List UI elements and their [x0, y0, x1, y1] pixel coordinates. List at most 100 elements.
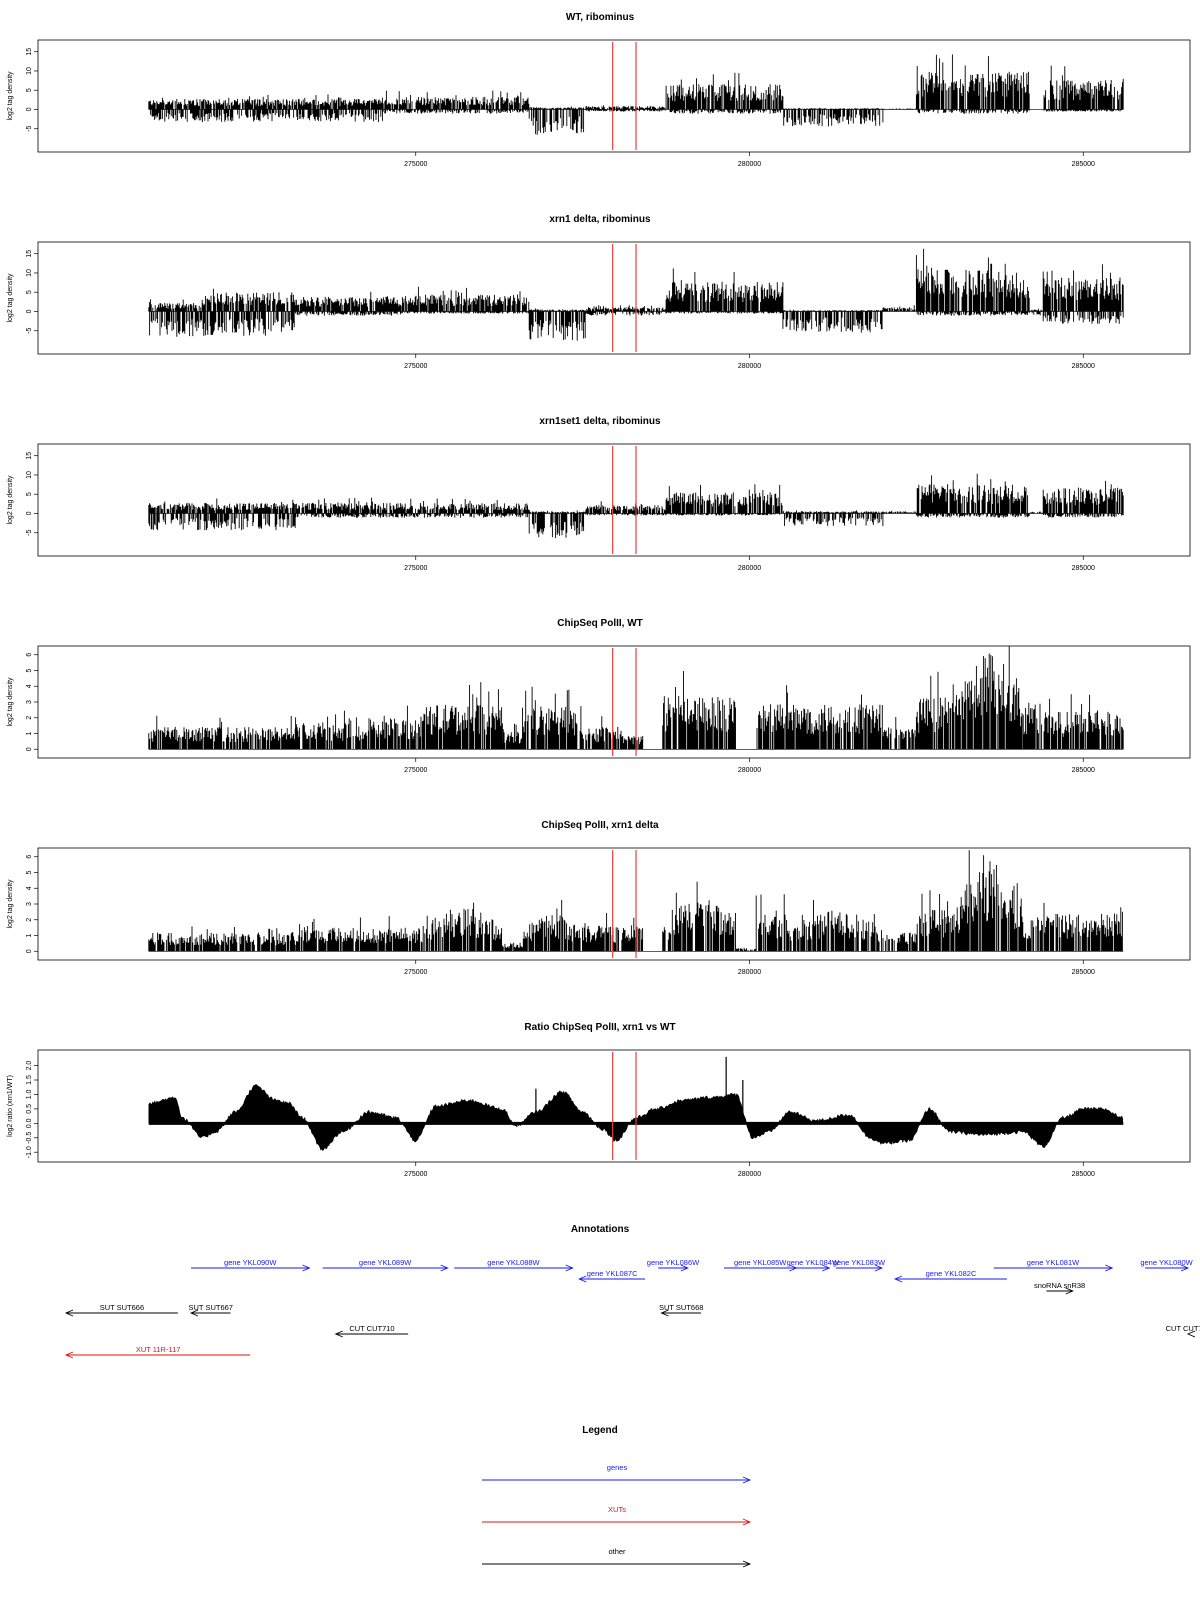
- arrowhead-icon: [1065, 1287, 1074, 1295]
- arrowhead-icon: [893, 1275, 903, 1283]
- plot-frame: [37, 443, 1191, 557]
- y-tick-label: 1: [26, 731, 33, 735]
- feature-label: snoRNA snR38: [1034, 1281, 1085, 1290]
- signal-bars: [522, 900, 583, 952]
- y-tick-label: 5: [26, 88, 33, 92]
- annotation-feature: SUT SUT668: [659, 1303, 703, 1317]
- y-tick-label: 4: [26, 886, 33, 890]
- signal-bars: [381, 90, 530, 114]
- x-tick-label: 285000: [1072, 363, 1095, 370]
- signal-bars: [148, 94, 383, 123]
- arrowhead-icon: [660, 1309, 669, 1317]
- feature-label: gene YKL084W: [787, 1258, 840, 1267]
- x-tick-label: 280000: [738, 1171, 761, 1178]
- signal-bars: [782, 510, 884, 527]
- track-panel: xrn1set1 delta, ribominus log2 tag densit…: [7, 416, 1191, 572]
- signal-bars: [1042, 264, 1124, 324]
- panel-title: ChipSeq PolII, xrn1 delta: [541, 820, 659, 831]
- feature-label: gene YKL081W: [1027, 1258, 1080, 1267]
- y-tick-label: 2: [26, 918, 33, 922]
- y-tick-label: 0: [26, 747, 33, 751]
- arrowhead-icon: [822, 1264, 831, 1272]
- signal-bars: [421, 682, 503, 750]
- annotation-feature: CUT CUT710: [334, 1324, 409, 1338]
- x-tick-label: 275000: [404, 1171, 427, 1178]
- annotation-feature: gene YKL081W: [993, 1258, 1114, 1272]
- arrowhead-icon: [565, 1264, 574, 1272]
- annotations-panel: Annotations gene YKL090W gene YKL089W gene…: [64, 1224, 1200, 1359]
- panel-title: Ratio ChipSeq PolII, xrn1 vs WT: [524, 1022, 675, 1033]
- signal-bars: [201, 288, 296, 336]
- signal-bars: [1022, 917, 1043, 952]
- signal-bars: [662, 671, 736, 750]
- signal-bars: [295, 710, 369, 750]
- y-axis-label: log2 tag density: [7, 475, 14, 525]
- plot-frame: [37, 241, 1191, 355]
- arrowhead-icon: [189, 1309, 199, 1317]
- y-tick-label: 0: [26, 309, 33, 313]
- x-tick-label: 285000: [1072, 767, 1095, 774]
- annotation-feature: CUT CUT711: [1166, 1324, 1200, 1338]
- feature-label: SUT SUT666: [100, 1303, 144, 1312]
- signal-bars: [148, 926, 296, 952]
- y-tick-label: 10: [26, 269, 33, 277]
- signal-bars: [585, 501, 667, 516]
- x-tick-label: 275000: [404, 161, 427, 168]
- y-tick-label: 5: [26, 668, 33, 672]
- x-tick-label: 285000: [1072, 565, 1095, 572]
- signal-bars: [502, 942, 523, 952]
- annotation-feature: XUT 11R-117: [64, 1345, 251, 1359]
- y-axis-label: log2 ratio (xrn1/WT): [7, 1075, 14, 1137]
- x-tick-label: 275000: [404, 363, 427, 370]
- annotation-feature: gene YKL082C: [893, 1269, 1007, 1283]
- arrowhead-icon: [334, 1330, 343, 1338]
- arrowhead-icon: [302, 1264, 311, 1272]
- track-panel: Ratio ChipSeq PolII, xrn1 vs WT log2 rati…: [7, 1022, 1191, 1178]
- x-tick-label: 285000: [1072, 161, 1095, 168]
- legend-entry: genes: [482, 1463, 752, 1484]
- signal-bars: [528, 510, 586, 539]
- y-tick-label: -5: [26, 126, 33, 132]
- y-axis-label: log2 tag density: [7, 273, 14, 323]
- y-tick-label: 6: [26, 855, 33, 859]
- signal-bars: [955, 646, 1023, 750]
- arrowhead-icon: [440, 1264, 449, 1272]
- signal-bars: [582, 913, 644, 952]
- y-tick-label: 4: [26, 684, 33, 688]
- annotation-feature: gene YKL083W: [833, 1258, 886, 1272]
- legend-entry: XUTs: [482, 1505, 752, 1526]
- feature-label: XUT 11R-117: [136, 1345, 181, 1354]
- legend-label: XUTs: [608, 1505, 626, 1514]
- y-tick-label: 2.0: [26, 1061, 33, 1071]
- annotation-feature: gene YKL086W: [647, 1258, 700, 1272]
- x-tick-label: 275000: [404, 565, 427, 572]
- x-tick-label: 280000: [738, 565, 761, 572]
- feature-label: gene YKL090W: [224, 1258, 277, 1267]
- y-tick-label: 0.0: [26, 1118, 33, 1128]
- y-tick-label: 5: [26, 870, 33, 874]
- arrowhead-icon: [1186, 1330, 1196, 1338]
- feature-label: gene YKL086W: [647, 1258, 700, 1267]
- arrowhead-icon: [742, 1476, 752, 1484]
- signal-bars: [665, 268, 784, 314]
- annotation-feature: SUT SUT667: [189, 1303, 233, 1317]
- signal-bars: [882, 510, 917, 514]
- signal-bars: [148, 498, 296, 531]
- track-panel: xrn1 delta, ribominus log2 tag density -5 0…: [7, 214, 1191, 370]
- signal-bars: [782, 107, 884, 127]
- legend-label: genes: [607, 1463, 628, 1472]
- signal-bars: [665, 484, 783, 516]
- annotation-feature: gene YKL087C: [578, 1269, 646, 1283]
- x-tick-label: 280000: [738, 969, 761, 976]
- signal-bars: [665, 72, 784, 114]
- signal-bars: [585, 105, 667, 112]
- x-tick-label: 280000: [738, 363, 761, 370]
- arrowhead-icon: [874, 1264, 884, 1272]
- panel-title: xrn1 delta, ribominus: [549, 214, 651, 225]
- signal-bars: [735, 947, 757, 952]
- y-tick-label: 15: [26, 250, 33, 258]
- feature-label: gene YKL082C: [926, 1269, 977, 1278]
- feature-label: gene YKL083W: [833, 1258, 886, 1267]
- feature-label: gene YKL087C: [587, 1269, 638, 1278]
